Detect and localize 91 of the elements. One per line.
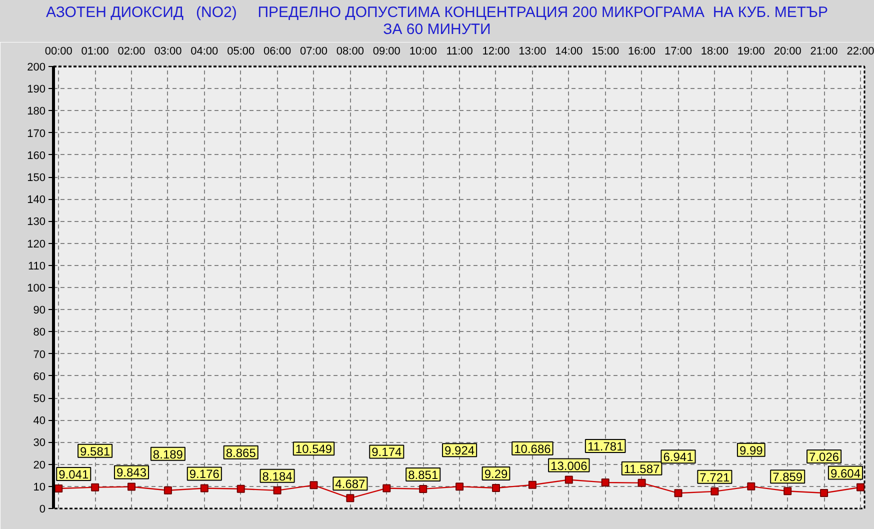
data-label: 7.859 (772, 470, 803, 484)
x-tick-label: 06:00 (264, 46, 292, 58)
data-label: 7.026 (809, 450, 840, 464)
y-tick-label: 80 (33, 326, 46, 339)
point (784, 487, 792, 496)
y-tick-label: 10 (33, 481, 46, 494)
point (310, 481, 318, 490)
point (54, 484, 63, 493)
point (601, 478, 610, 486)
point (91, 483, 100, 492)
data-label: 9.99 (739, 443, 764, 458)
x-tick-label: 00:00 (44, 46, 72, 58)
y-tick-label: 40 (33, 415, 46, 428)
data-label: 9.843 (116, 466, 147, 480)
y-tick-label: 180 (27, 106, 46, 118)
x-tick-label: 22:00 (846, 46, 874, 58)
data-label: 9.924 (444, 444, 475, 458)
data-label: 9.041 (58, 468, 89, 482)
y-tick-label: 120 (27, 238, 46, 250)
y-tick-label: 150 (27, 172, 46, 184)
x-tick-label: 14:00 (555, 46, 583, 58)
point (747, 482, 756, 490)
x-tick-label: 09:00 (372, 46, 400, 58)
x-tick-label: 02:00 (118, 46, 146, 58)
y-tick-label: 170 (27, 128, 46, 140)
point (528, 480, 536, 489)
x-tick-label: 03:00 (154, 46, 182, 58)
x-tick-label: 07:00 (300, 46, 328, 58)
data-label: 9.29 (484, 466, 508, 481)
x-tick-label: 13:00 (518, 46, 546, 58)
data-label: 13.006 (550, 458, 588, 473)
x-tick-label: 04:00 (190, 46, 218, 58)
y-tick-label: 110 (28, 260, 46, 272)
y-tick-label: 100 (27, 282, 46, 294)
x-tick-label: 16:00 (628, 46, 656, 58)
chart-title: АЗОТЕН ДИОКСИД (NO2) ПРЕДЕЛНО ДОПУСТИМА КОНЦЕНТРАЦИЯ 200 МИКРОГРАМА НА КУБ. МЕТЪР ЗА 60 МИНУТИ (46, 4, 828, 38)
data-label: 6.941 (663, 450, 694, 464)
data-label: 9.581 (80, 444, 110, 458)
data-label: 8.184 (262, 469, 293, 484)
x-tick-label: 17:00 (664, 46, 692, 58)
data-label: 8.851 (408, 468, 438, 482)
y-tick-label: 200 (27, 62, 46, 74)
x-tick-label: 10:00 (409, 46, 437, 58)
point (638, 478, 646, 487)
point (856, 483, 864, 492)
data-label: 9.604 (830, 466, 861, 480)
point (236, 484, 245, 493)
data-label: 8.865 (226, 446, 256, 460)
x-tick-label: 21:00 (810, 46, 838, 58)
data-label: 11.587 (624, 462, 660, 476)
point (710, 487, 719, 496)
y-tick-label: 160 (27, 150, 46, 162)
point (346, 494, 354, 502)
x-tick-label: 19:00 (737, 46, 765, 58)
data-label: 7.721 (700, 470, 730, 484)
data-label: 8.189 (152, 447, 184, 462)
y-tick-label: 60 (33, 370, 46, 383)
data-label: 10.686 (514, 442, 552, 456)
data-label: 11.781 (587, 439, 624, 454)
data-label: 4.687 (335, 477, 366, 492)
y-tick-label: 50 (33, 393, 46, 405)
point (456, 482, 464, 491)
x-tick-label: 05:00 (227, 46, 255, 58)
point (164, 486, 172, 494)
point (674, 489, 682, 498)
x-tick-label: 11:00 (446, 46, 473, 58)
y-tick-label: 20 (33, 459, 46, 472)
x-tick-label: 12:00 (482, 46, 510, 58)
data-label: 9.174 (372, 445, 402, 460)
point (382, 484, 391, 492)
y-tick-label: 140 (27, 194, 46, 206)
x-tick-label: 18:00 (700, 46, 728, 58)
y-tick-label: 130 (27, 216, 46, 228)
y-tick-label: 30 (33, 437, 46, 450)
y-tick-label: 90 (33, 304, 46, 317)
x-tick-label: 01:00 (81, 46, 109, 58)
x-tick-label: 15:00 (592, 46, 620, 58)
point (200, 484, 208, 492)
x-tick-label: 20:00 (774, 46, 802, 58)
point (419, 484, 428, 493)
point (820, 488, 828, 497)
y-tick-label: 0 (39, 504, 46, 516)
y-tick-label: 190 (27, 84, 46, 96)
point (492, 484, 500, 492)
point (273, 486, 282, 494)
data-label: 10.549 (295, 442, 332, 456)
data-label: 9.176 (189, 467, 220, 482)
y-tick-label: 70 (33, 348, 46, 361)
point (128, 482, 136, 491)
x-tick-label: 08:00 (336, 46, 364, 58)
point (564, 476, 573, 484)
